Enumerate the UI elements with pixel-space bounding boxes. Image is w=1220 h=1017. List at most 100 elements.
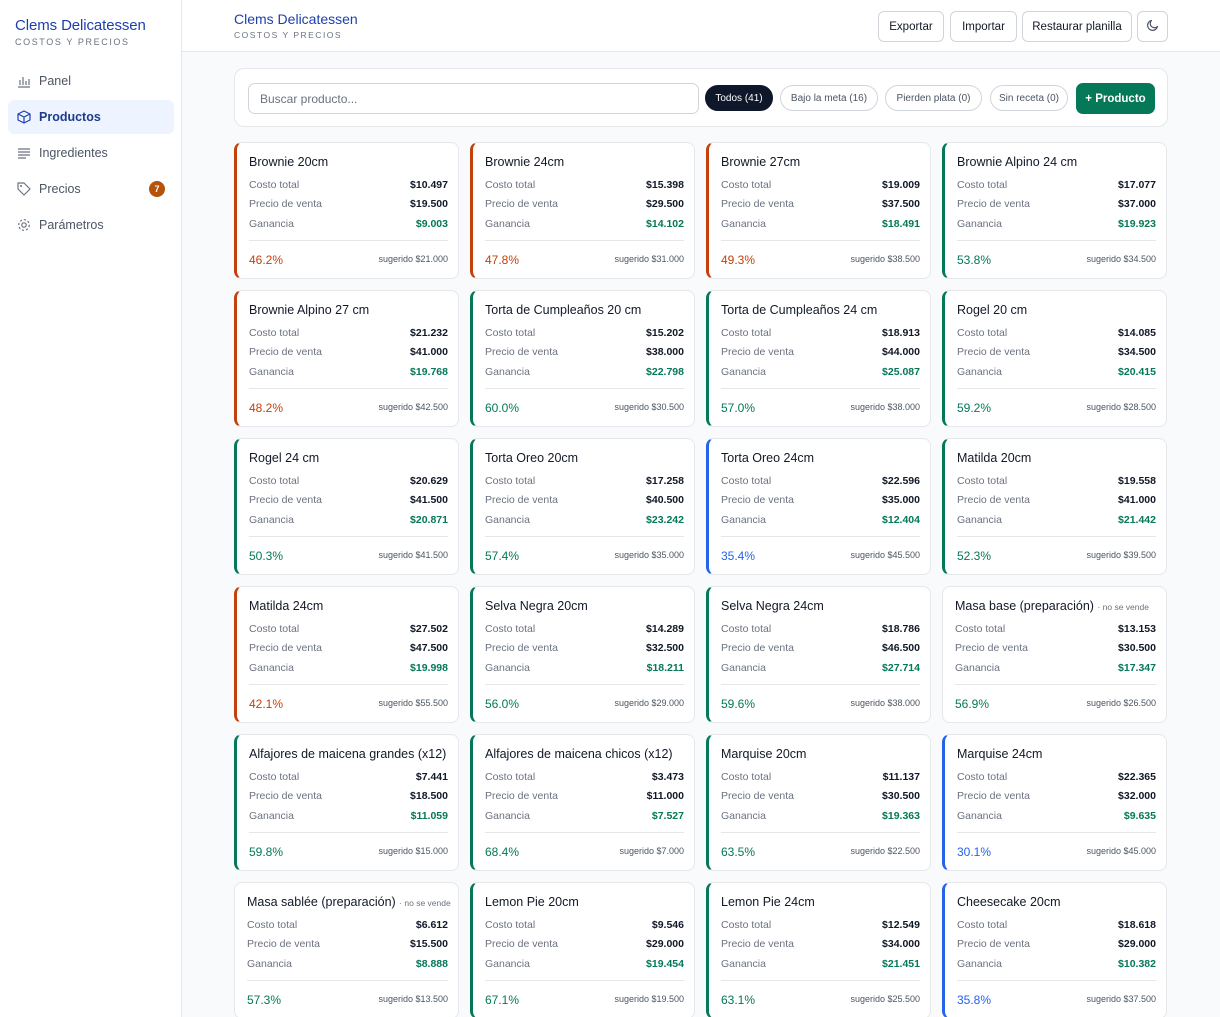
card-divider — [957, 980, 1156, 981]
product-card[interactable]: Alfajores de maicena grandes (x12) Costo … — [234, 734, 459, 871]
product-card[interactable]: Brownie 24cm Costo total $15.398 Precio de … — [470, 142, 695, 279]
cost-total-row-value: $15.202 — [646, 327, 684, 339]
cost-total-row-label: Costo total — [247, 919, 298, 931]
profit-row-label: Ganancia — [721, 810, 766, 822]
sidebar: Clems Delicatessen COSTOS Y PRECIOS Pane… — [0, 0, 182, 1017]
theme-toggle-button[interactable] — [1137, 11, 1168, 42]
profit-row-label: Ganancia — [249, 514, 294, 526]
product-card[interactable]: Rogel 24 cm Costo total $20.629 Precio de v… — [234, 438, 459, 575]
margin-percent: 59.6% — [721, 697, 756, 711]
product-card[interactable]: Selva Negra 24cm Costo total $18.786 Precio… — [706, 586, 931, 723]
product-name: Marquise 20cm — [721, 747, 806, 761]
sale-price-row-value: $11.000 — [646, 790, 684, 802]
product-card[interactable]: Rogel 20 cm Costo total $14.085 Precio de v… — [942, 290, 1167, 427]
header-subtitle: COSTOS Y PRECIOS — [234, 30, 343, 40]
cost-total-row-value: $6.612 — [415, 919, 448, 931]
product-card[interactable]: Torta de Cumpleaños 20 cm Costo total $15.… — [470, 290, 695, 427]
product-card[interactable]: Marquise 20cm Costo total $11.137 Precio de… — [706, 734, 931, 871]
card-divider — [721, 240, 920, 241]
sale-price-row-label: Precio de venta — [247, 938, 320, 950]
product-card[interactable]: Cheesecake 20cm Costo total $18.618 Precio … — [942, 882, 1167, 1017]
product-card[interactable]: Brownie Alpino 27 cm Costo total $21.232 Pr… — [234, 290, 459, 427]
profit-row-label: Ganancia — [485, 958, 530, 970]
product-name: Brownie Alpino 24 cm — [957, 155, 1077, 169]
sidebar-item-parametros[interactable]: Parámetros — [8, 208, 174, 242]
product-card[interactable]: Selva Negra 20cm Costo total $14.289 Precio… — [470, 586, 695, 723]
card-divider — [485, 980, 684, 981]
sidebar-item-label: Productos — [39, 110, 101, 124]
product-card[interactable]: Torta Oreo 20cm Costo total $17.258 Precio … — [470, 438, 695, 575]
sidebar-item-panel[interactable]: Panel — [8, 64, 174, 98]
cost-total-row-label: Costo total — [957, 179, 1008, 191]
product-card[interactable]: Lemon Pie 20cm Costo total $9.546 Precio de… — [470, 882, 695, 1017]
profit-row-label: Ganancia — [247, 958, 292, 970]
product-card[interactable]: Matilda 20cm Costo total $19.558 Precio de … — [942, 438, 1167, 575]
suggested-price: sugerido $41.500 — [378, 550, 448, 560]
product-name-text: Matilda 20cm — [957, 451, 1032, 465]
list-icon — [17, 146, 31, 160]
cost-total-row: Costo total $3.473 — [485, 771, 684, 785]
cost-total-row-label: Costo total — [485, 327, 536, 339]
cost-total-row-label: Costo total — [721, 623, 772, 635]
suggested-price: sugerido $35.000 — [614, 550, 684, 560]
restore-sheet-button[interactable]: Restaurar planilla — [1022, 11, 1132, 42]
cost-total-row-label: Costo total — [721, 327, 772, 339]
card-divider — [249, 536, 448, 537]
product-name: Lemon Pie 20cm — [485, 895, 579, 909]
margin-percent: 67.1% — [485, 993, 520, 1007]
filter-chip-below-target[interactable]: Bajo la meta (16) — [780, 85, 878, 111]
cost-total-row-label: Costo total — [957, 771, 1008, 783]
sidebar-item-precios[interactable]: Precios 7 — [8, 172, 174, 206]
margin-percent: 57.4% — [485, 549, 520, 563]
profit-row-value: $19.363 — [882, 810, 920, 822]
cost-total-row-label: Costo total — [249, 623, 300, 635]
sale-price-row: Precio de venta $32.000 — [957, 790, 1156, 804]
sidebar-item-ingredientes[interactable]: Ingredientes — [8, 136, 174, 170]
cost-total-row: Costo total $17.258 — [485, 475, 684, 489]
sale-price-row: Precio de venta $30.500 — [721, 790, 920, 804]
filter-chip-all[interactable]: Todos (41) — [705, 85, 773, 111]
sidebar-item-productos[interactable]: Productos — [8, 100, 174, 134]
margin-percent: 52.3% — [957, 549, 992, 563]
card-divider — [721, 684, 920, 685]
product-card[interactable]: Brownie 27cm Costo total $19.009 Precio de … — [706, 142, 931, 279]
card-divider — [485, 684, 684, 685]
suggested-price: sugerido $45.500 — [850, 550, 920, 560]
product-name: Selva Negra 20cm — [485, 599, 588, 613]
cost-total-row-value: $18.618 — [1118, 919, 1156, 931]
profit-row: Ganancia $22.798 — [485, 366, 684, 380]
product-card[interactable]: Marquise 24cm Costo total $22.365 Precio de… — [942, 734, 1167, 871]
export-button[interactable]: Exportar — [878, 11, 944, 42]
import-button[interactable]: Importar — [950, 11, 1017, 42]
sale-price-row-label: Precio de venta — [957, 346, 1030, 358]
margin-percent: 57.3% — [247, 993, 282, 1007]
product-card[interactable]: Brownie Alpino 24 cm Costo total $17.077 Pr… — [942, 142, 1167, 279]
filter-chip-losing-money[interactable]: Pierden plata (0) — [885, 85, 982, 111]
product-name: Alfajores de maicena chicos (x12) — [485, 747, 673, 761]
product-card[interactable]: Matilda 24cm Costo total $27.502 Precio de … — [234, 586, 459, 723]
sale-price-row: Precio de venta $29.000 — [957, 938, 1156, 952]
product-card[interactable]: Torta de Cumpleaños 24 cm Costo total $18.… — [706, 290, 931, 427]
product-card[interactable]: Masa base (preparación) · no se vende Cos… — [942, 586, 1167, 723]
sale-price-row-label: Precio de venta — [957, 938, 1030, 950]
product-card[interactable]: Torta Oreo 24cm Costo total $22.596 Precio … — [706, 438, 931, 575]
product-card[interactable]: Brownie 20cm Costo total $10.497 Precio de … — [234, 142, 459, 279]
profit-row: Ganancia $12.404 — [721, 514, 920, 528]
header-title: Clems Delicatessen — [234, 11, 358, 27]
product-card[interactable]: Alfajores de maicena chicos (x12) Costo t… — [470, 734, 695, 871]
sale-price-row: Precio de venta $29.000 — [485, 938, 684, 952]
cost-total-row: Costo total $21.232 — [249, 327, 448, 341]
card-divider — [485, 388, 684, 389]
filter-chip-no-recipe[interactable]: Sin receta (0) — [990, 85, 1068, 111]
add-product-button[interactable]: + Producto — [1076, 83, 1155, 114]
search-input[interactable]: Buscar producto... — [248, 83, 699, 114]
suggested-price: sugerido $22.500 — [850, 846, 920, 856]
profit-row: Ganancia $18.491 — [721, 218, 920, 232]
product-card[interactable]: Lemon Pie 24cm Costo total $12.549 Precio d… — [706, 882, 931, 1017]
sale-price-row: Precio de venta $29.500 — [485, 198, 684, 212]
sale-price-row-value: $41.000 — [410, 346, 448, 358]
suggested-price: sugerido $31.000 — [614, 254, 684, 264]
margin-percent: 59.8% — [249, 845, 284, 859]
product-card[interactable]: Masa sablée (preparación) · no se vende C… — [234, 882, 459, 1017]
cost-total-row: Costo total $7.441 — [249, 771, 448, 785]
